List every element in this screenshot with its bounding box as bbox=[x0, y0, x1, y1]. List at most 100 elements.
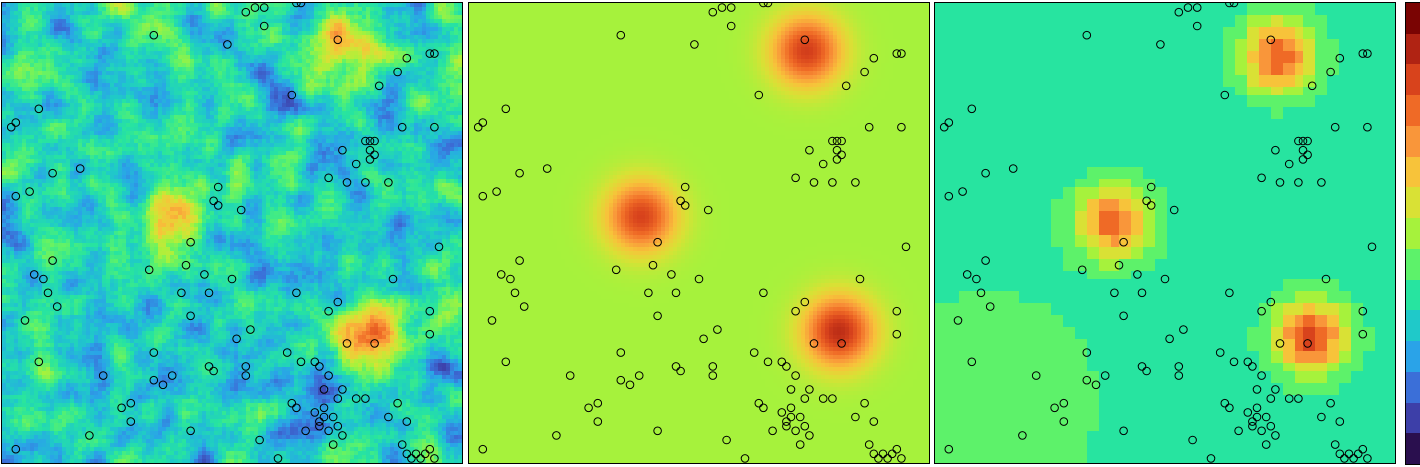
observation-point bbox=[616, 30, 626, 40]
observation-point bbox=[1303, 150, 1312, 160]
observation-point bbox=[1257, 173, 1266, 183]
observation-point bbox=[1142, 196, 1151, 206]
observation-point bbox=[1284, 394, 1294, 403]
observation-point bbox=[158, 380, 168, 390]
observation-point bbox=[1330, 122, 1340, 132]
observation-point bbox=[611, 265, 621, 275]
observation-point bbox=[315, 417, 324, 426]
observation-point bbox=[1321, 274, 1331, 284]
observation-point bbox=[869, 449, 879, 459]
observation-point bbox=[227, 274, 237, 284]
observation-point bbox=[223, 40, 232, 49]
observation-point bbox=[241, 371, 251, 380]
observation-point bbox=[1344, 449, 1354, 459]
observation-point bbox=[496, 270, 506, 279]
observation-point bbox=[1119, 237, 1128, 247]
observation-point bbox=[1100, 371, 1110, 380]
observation-point bbox=[1050, 403, 1059, 413]
observation-point bbox=[292, 3, 301, 8]
observation-point bbox=[328, 440, 338, 449]
observation-point bbox=[972, 274, 981, 284]
observation-point bbox=[232, 334, 241, 344]
observation-point bbox=[407, 454, 416, 463]
observation-point bbox=[800, 297, 810, 307]
observation-point bbox=[48, 256, 57, 265]
observation-point bbox=[117, 403, 126, 413]
observation-point bbox=[680, 182, 690, 192]
colorbar-swatch bbox=[1406, 218, 1420, 249]
observation-point bbox=[181, 260, 191, 270]
observation-point bbox=[828, 394, 837, 403]
observation-point bbox=[430, 49, 439, 58]
observation-point bbox=[542, 164, 552, 173]
observation-point bbox=[370, 136, 379, 146]
observation-point bbox=[625, 380, 635, 390]
observation-point bbox=[1275, 339, 1285, 348]
observation-point bbox=[791, 426, 800, 436]
observation-point bbox=[328, 412, 338, 422]
observation-point bbox=[11, 118, 21, 127]
observation-point bbox=[1257, 426, 1266, 436]
observation-point bbox=[1340, 454, 1349, 463]
observation-point bbox=[878, 449, 888, 459]
observation-point bbox=[149, 375, 159, 385]
observation-point bbox=[324, 306, 333, 316]
observation-point bbox=[1008, 164, 1018, 173]
observation-point bbox=[648, 260, 658, 270]
observation-point bbox=[324, 173, 333, 183]
observation-point bbox=[186, 237, 195, 247]
observation-point bbox=[1091, 380, 1101, 390]
observation-point bbox=[85, 431, 94, 440]
observation-point bbox=[287, 398, 297, 408]
observation-point bbox=[333, 35, 343, 45]
point-layer-1 bbox=[6, 3, 444, 463]
observation-point bbox=[1082, 348, 1092, 357]
observation-point bbox=[768, 426, 777, 436]
colorbar-swatch bbox=[1406, 248, 1420, 280]
observation-point bbox=[430, 122, 439, 132]
observation-point bbox=[841, 81, 851, 91]
observation-point bbox=[1266, 394, 1276, 403]
colorbar-swatch bbox=[1406, 433, 1420, 464]
observation-point bbox=[944, 118, 954, 127]
observation-point bbox=[809, 178, 819, 187]
observation-point bbox=[722, 435, 731, 445]
observation-point bbox=[43, 288, 53, 298]
observation-point bbox=[1298, 155, 1308, 164]
observation-point bbox=[690, 40, 699, 49]
observation-point bbox=[1353, 449, 1363, 459]
observation-point bbox=[1317, 178, 1326, 187]
observation-point bbox=[1119, 311, 1128, 321]
field-panel-2 bbox=[468, 2, 930, 464]
observation-point bbox=[901, 242, 911, 252]
observation-point bbox=[680, 201, 690, 210]
observation-point bbox=[296, 3, 306, 8]
observation-point bbox=[1358, 329, 1368, 339]
observation-point bbox=[759, 288, 768, 298]
observation-point bbox=[1225, 288, 1234, 298]
observation-point bbox=[634, 371, 644, 380]
observation-point bbox=[478, 118, 488, 127]
observation-point bbox=[361, 178, 370, 187]
observation-point bbox=[1363, 122, 1372, 132]
observation-point bbox=[864, 440, 874, 449]
observation-point bbox=[584, 403, 593, 413]
observation-point bbox=[726, 21, 736, 31]
observation-point bbox=[1206, 454, 1216, 463]
observation-point bbox=[365, 145, 375, 155]
observation-point bbox=[818, 159, 828, 169]
observation-point bbox=[315, 362, 324, 371]
observation-point bbox=[786, 385, 796, 394]
observation-point bbox=[791, 173, 800, 183]
observation-point bbox=[397, 122, 407, 132]
observation-point bbox=[953, 316, 963, 325]
observation-point bbox=[255, 435, 264, 445]
observation-point bbox=[492, 187, 501, 196]
observation-point bbox=[34, 357, 44, 367]
observation-point bbox=[209, 196, 218, 206]
observation-point bbox=[1271, 145, 1280, 155]
observation-point bbox=[1174, 362, 1184, 371]
field-image-1 bbox=[2, 3, 462, 463]
observation-point bbox=[1229, 357, 1239, 367]
observation-point bbox=[805, 431, 814, 440]
